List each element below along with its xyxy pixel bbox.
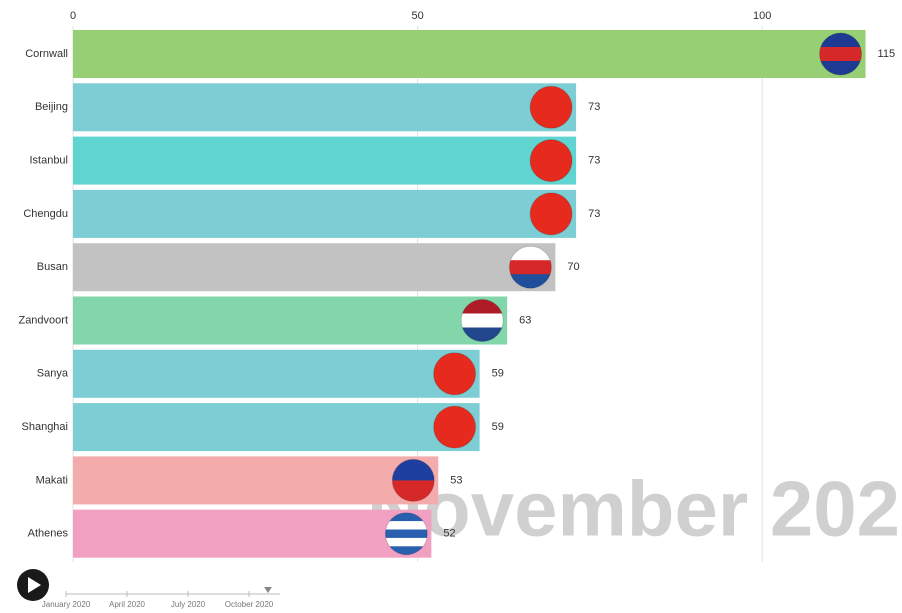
value-label: 63	[519, 314, 531, 326]
flag-border	[384, 512, 428, 556]
flag-stripe	[819, 33, 862, 48]
x-tick-label: 50	[411, 10, 423, 22]
bar	[73, 509, 432, 558]
flag-stripe	[385, 537, 428, 547]
flag	[433, 406, 476, 449]
bar	[73, 30, 866, 78]
flag-stripe	[530, 192, 573, 235]
flag-border	[819, 32, 863, 76]
flag-border	[529, 139, 573, 183]
flag-stripe	[461, 327, 504, 342]
value-label: 70	[567, 261, 579, 273]
value-label: 59	[492, 368, 504, 380]
category-label: Istanbul	[29, 155, 68, 167]
flag-stripe	[509, 246, 552, 261]
flag	[392, 459, 435, 502]
category-label: Chengdu	[23, 208, 68, 220]
flag-border	[433, 352, 477, 396]
flag	[433, 352, 476, 395]
value-label: 73	[588, 155, 600, 167]
value-label: 73	[588, 101, 600, 113]
flag	[530, 139, 573, 182]
bar	[73, 456, 439, 505]
bar	[73, 189, 577, 238]
flag-stripe	[392, 480, 435, 502]
flag-border	[433, 405, 477, 449]
flag-stripe	[530, 139, 573, 182]
flag-stripe	[385, 546, 428, 555]
category-label: Beijing	[35, 101, 68, 113]
play-icon	[28, 577, 41, 593]
flag-stripe	[461, 313, 504, 328]
flag-stripe	[385, 512, 428, 522]
flag-stripe	[819, 47, 862, 62]
bar	[73, 349, 480, 398]
flag	[461, 299, 504, 342]
flag-stripe	[385, 521, 428, 530]
x-tick-label: 100	[753, 10, 771, 22]
value-label: 53	[450, 474, 462, 486]
category-label: Zandvoort	[18, 314, 68, 326]
category-label: Athenes	[28, 528, 69, 540]
timeline-handle[interactable]	[264, 587, 272, 593]
bar	[73, 403, 480, 452]
flag-border	[391, 458, 435, 502]
timeline-label: October 2020	[225, 600, 274, 609]
flag	[819, 33, 862, 75]
flag-border	[529, 85, 573, 129]
bar	[73, 83, 577, 132]
flag-stripe	[530, 86, 573, 129]
value-label: 73	[588, 208, 600, 220]
value-label: 52	[443, 528, 455, 540]
category-label: Busan	[37, 261, 68, 273]
timeline-label: July 2020	[171, 600, 206, 609]
category-label: Shanghai	[22, 421, 69, 433]
category-label: Sanya	[37, 368, 69, 380]
bar	[73, 296, 508, 345]
x-tick-label: 0	[70, 10, 76, 22]
flag-border	[529, 192, 573, 236]
flag	[530, 86, 573, 129]
flag-stripe	[509, 260, 552, 275]
category-label: Cornwall	[25, 48, 68, 60]
flag-stripe	[509, 274, 552, 289]
flag-stripe	[385, 529, 428, 539]
flag-stripe	[392, 459, 435, 481]
timeline-label: April 2020	[109, 600, 146, 609]
date-watermark: November 202	[367, 465, 900, 553]
timeline-label: January 2020	[42, 600, 91, 609]
flag-stripe	[819, 61, 862, 75]
flag-border	[508, 245, 552, 289]
flag	[530, 192, 573, 235]
flag-border	[460, 299, 504, 342]
flag-stripe	[433, 352, 476, 395]
flag-stripe	[433, 406, 476, 449]
category-label: Makati	[36, 474, 68, 486]
flag	[509, 246, 552, 289]
value-label: 115	[878, 48, 896, 60]
bar	[73, 243, 556, 292]
bar	[73, 136, 577, 185]
flag-stripe	[461, 299, 504, 314]
flag	[385, 512, 428, 555]
value-label: 59	[492, 421, 504, 433]
